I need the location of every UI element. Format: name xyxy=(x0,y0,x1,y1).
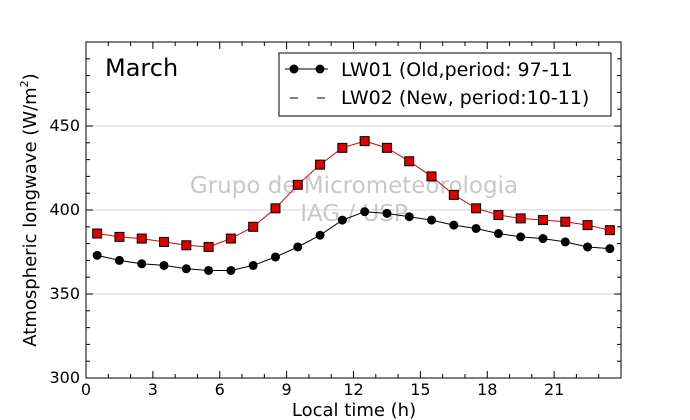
data-point-lw01 xyxy=(427,215,437,225)
data-point-lw01 xyxy=(137,259,147,269)
data-point-lw02 xyxy=(292,179,303,190)
data-point-lw01 xyxy=(583,242,593,252)
data-point-lw01 xyxy=(560,237,570,247)
series-layer xyxy=(92,136,615,275)
x-tick-label: 3 xyxy=(148,380,158,399)
legend-box xyxy=(278,52,612,117)
data-point-lw02 xyxy=(604,225,615,236)
data-point-lw02 xyxy=(537,215,548,226)
y-tick-label: 450 xyxy=(49,116,80,135)
x-tick-label: 6 xyxy=(215,380,225,399)
data-point-lw02 xyxy=(203,241,214,252)
data-point-lw01 xyxy=(360,207,370,217)
data-point-lw01 xyxy=(114,255,124,265)
tick-labels: 300 350 400 450 0 3 6 9 12 15 18 21 xyxy=(49,116,564,399)
data-point-lw01 xyxy=(315,230,325,240)
y-tick-label: 400 xyxy=(49,200,80,219)
axis-ticks xyxy=(85,42,621,379)
data-point-lw01 xyxy=(538,234,548,244)
data-point-lw02 xyxy=(159,236,170,247)
legend-entry-lw01: LW01 (Old,period: 97-11 xyxy=(285,59,573,81)
y-axis-label-main: Atmospheric longwave (W/m xyxy=(20,87,41,346)
data-point-lw01 xyxy=(270,252,280,262)
x-tick-label: 21 xyxy=(544,380,564,399)
data-point-lw01 xyxy=(605,244,615,254)
data-point-lw02 xyxy=(337,142,348,153)
data-point-lw02 xyxy=(448,189,459,200)
data-point-lw02 xyxy=(92,228,103,239)
data-point-lw01 xyxy=(471,223,481,233)
data-point-lw01 xyxy=(404,212,414,222)
data-point-lw02 xyxy=(426,171,437,182)
data-point-lw01 xyxy=(204,265,214,275)
chart-title: March xyxy=(105,54,178,82)
data-point-lw02 xyxy=(515,213,526,224)
data-point-lw01 xyxy=(181,264,191,274)
x-axis-label: Local time (h) xyxy=(292,400,416,420)
data-point-lw01 xyxy=(516,232,526,242)
data-point-lw02 xyxy=(560,216,571,227)
x-tick-label: 12 xyxy=(343,380,363,399)
data-point-lw02 xyxy=(582,220,593,231)
data-point-lw02 xyxy=(359,136,370,147)
data-point-lw01 xyxy=(293,242,303,252)
data-point-lw02 xyxy=(471,203,482,214)
legend: LW01 (Old,period: 97-11 LW02 (New, perio… xyxy=(278,52,612,117)
y-tick-label: 300 xyxy=(49,368,80,387)
x-tick-label: 15 xyxy=(410,380,430,399)
data-point-lw01 xyxy=(226,265,236,275)
gridlines xyxy=(86,125,621,295)
data-point-lw02 xyxy=(493,210,504,221)
data-point-lw01 xyxy=(92,250,102,260)
data-point-lw02 xyxy=(114,231,125,242)
watermark: Grupo de Micrometeorologia IAG / USP xyxy=(190,173,518,227)
legend-marker-lw01-b xyxy=(315,64,325,74)
data-point-lw02 xyxy=(381,142,392,153)
y-tick-label: 350 xyxy=(49,284,80,303)
legend-entry-lw02: LW02 (New, period:10-11) xyxy=(290,87,589,109)
data-point-lw02 xyxy=(270,203,281,214)
watermark-line-1: Grupo de Micrometeorologia xyxy=(190,173,518,199)
legend-label-lw01: LW01 (Old,period: 97-11 xyxy=(341,59,573,81)
data-point-lw01 xyxy=(449,220,459,230)
data-point-lw02 xyxy=(404,156,415,167)
data-point-lw02 xyxy=(248,221,259,232)
x-tick-label: 9 xyxy=(282,380,292,399)
data-point-lw01 xyxy=(159,260,169,270)
data-point-lw01 xyxy=(248,260,258,270)
x-tick-label: 18 xyxy=(477,380,497,399)
data-point-lw01 xyxy=(493,229,503,239)
data-point-lw02 xyxy=(181,240,192,251)
data-point-lw02 xyxy=(225,233,236,244)
data-point-lw01 xyxy=(337,215,347,225)
data-point-lw02 xyxy=(136,233,147,244)
y-axis-label: Atmospheric longwave (W/m2) xyxy=(18,73,41,346)
x-tick-label: 0 xyxy=(81,380,91,399)
data-point-lw01 xyxy=(382,208,392,218)
legend-label-lw02: LW02 (New, period:10-11) xyxy=(341,87,589,109)
y-axis-label-tail: ) xyxy=(20,73,41,80)
legend-marker-lw01 xyxy=(289,64,299,74)
data-point-lw02 xyxy=(315,159,326,170)
y-axis-label-superscript: 2 xyxy=(18,80,31,87)
